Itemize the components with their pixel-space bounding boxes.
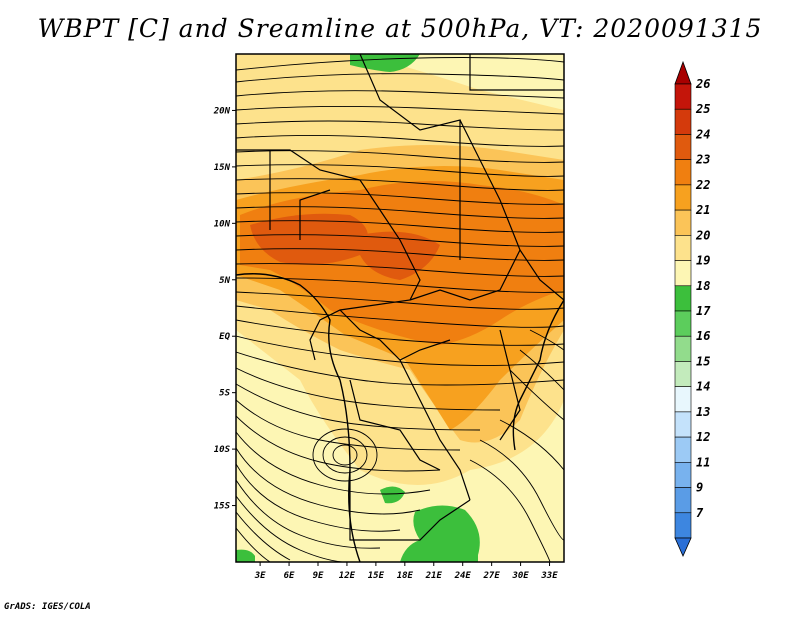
colorbar-swatch <box>674 184 692 211</box>
east-coastline <box>512 299 564 451</box>
colorbar-label: 7 <box>696 506 704 520</box>
lon-label: 15E <box>368 571 385 581</box>
map-frame <box>235 53 565 563</box>
colorbar-swatch <box>674 462 692 488</box>
colorbar-swatch <box>674 260 692 287</box>
colorbar-label: 13 <box>696 405 710 419</box>
wbpt-region-green-south2 <box>380 486 405 504</box>
colorbar-swatch <box>674 436 692 463</box>
colorbar-label: 21 <box>695 203 710 217</box>
colorbar-swatch <box>674 159 692 186</box>
lon-label: 3E <box>254 571 266 581</box>
chart-title: WBPT [C] and Sreamline at 500hPa, VT: 20… <box>37 14 763 43</box>
lon-label: 27E <box>483 571 501 581</box>
colorbar-label: 19 <box>696 254 710 268</box>
colorbar-label: 26 <box>695 77 710 91</box>
colorbar-swatch <box>674 310 692 337</box>
lat-label: 10S <box>214 445 231 455</box>
longitude-axis: 3E 6E 9E 12E 15E 18E 21E 24E 27E 30E 33E <box>254 562 558 581</box>
lat-label: 5S <box>219 389 230 399</box>
colorbar-swatch <box>674 209 692 236</box>
colorbar-swatch <box>674 411 692 438</box>
colorbar-swatch <box>674 512 692 539</box>
colorbar-label: 22 <box>695 178 710 192</box>
lat-label: 15S <box>214 502 231 512</box>
colorbar-swatch <box>674 235 692 261</box>
colorbar-label: 12 <box>696 430 710 444</box>
coastline <box>236 273 361 562</box>
colorbar-bottom-arrow <box>674 537 692 557</box>
country-borders <box>236 54 564 541</box>
colorbar-label: 9 <box>696 481 703 495</box>
colorbar: 26 25 24 23 22 21 20 19 18 17 16 15 14 13 12 11 9 7 <box>674 60 711 557</box>
colorbar-label: 16 <box>696 329 710 343</box>
lon-label: 30E <box>511 571 529 581</box>
wbpt-region-24a <box>250 213 368 265</box>
lat-label: EQ <box>219 332 230 342</box>
lon-label: 12E <box>339 571 356 581</box>
colorbar-swatch <box>674 83 692 110</box>
colorbar-swatch <box>674 134 692 160</box>
colorbar-swatch <box>674 285 692 312</box>
lat-label: 20N <box>213 106 231 116</box>
credit-text: GrADS: IGES/COLA <box>4 602 91 612</box>
colorbar-label: 17 <box>696 304 711 318</box>
lon-label: 21E <box>425 571 443 581</box>
colorbar-swatch <box>674 361 692 387</box>
colorbar-swatch <box>674 487 692 514</box>
colorbar-label: 24 <box>695 127 710 141</box>
lat-label: 15N <box>214 163 231 173</box>
lon-label: 24E <box>454 571 472 581</box>
map-plot-area <box>236 54 564 562</box>
colorbar-label: 15 <box>696 354 710 368</box>
lat-label: 10N <box>214 219 231 229</box>
lat-label: 5N <box>219 276 230 286</box>
lon-label: 18E <box>397 571 414 581</box>
colorbar-label: 11 <box>696 455 710 469</box>
colorbar-label: 23 <box>695 153 710 167</box>
latitude-axis: 20N 15N 10N 5N EQ 5S 10S 15S <box>213 106 236 512</box>
lon-label: 9E <box>313 571 324 581</box>
colorbar-label: 20 <box>695 228 710 242</box>
wbpt-region-green-south3 <box>236 549 255 562</box>
wbpt-region-24b <box>360 231 440 280</box>
colorbar-label: 14 <box>696 380 710 394</box>
colorbar-label: 18 <box>696 279 710 293</box>
colorbar-swatch <box>674 108 692 135</box>
colorbar-swatch <box>674 386 692 413</box>
colorbar-top-arrow <box>674 60 692 85</box>
wbpt-region-green-south <box>400 505 480 562</box>
lon-label: 33E <box>540 571 558 581</box>
colorbar-label: 25 <box>695 102 710 116</box>
colorbar-swatch <box>674 335 692 362</box>
lon-label: 6E <box>284 571 295 581</box>
